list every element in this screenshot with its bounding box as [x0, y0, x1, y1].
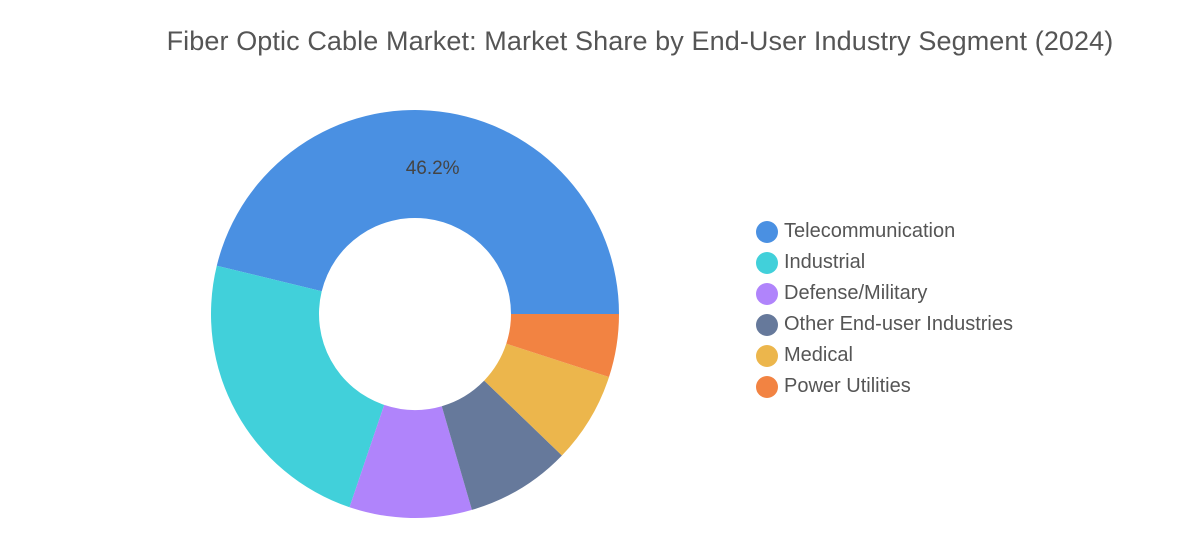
legend-item-medical[interactable]: Medical: [756, 340, 1013, 371]
legend-label: Other End-user Industries: [784, 313, 1013, 335]
slice-industrial[interactable]: [210, 265, 385, 508]
legend-label: Telecommunication: [784, 220, 956, 242]
legend-label: Medical: [784, 344, 853, 366]
slice-telecommunication[interactable]: [216, 109, 620, 314]
slice-defense-military[interactable]: [349, 404, 472, 518]
slice-medical[interactable]: [484, 343, 610, 456]
legend-label: Defense/Military: [784, 282, 928, 304]
legend-item-defense-military[interactable]: Defense/Military: [756, 278, 1013, 309]
legend-swatch: [756, 220, 778, 243]
legend-label: Power Utilities: [784, 375, 911, 397]
data-label-telecommunication: 46.2%: [406, 158, 460, 179]
legend-item-telecommunication[interactable]: Telecommunication: [756, 216, 1013, 247]
donut-slices: [210, 109, 620, 518]
legend-swatch: [756, 313, 778, 336]
chart-title: Fiber Optic Cable Market: Market Share b…: [166, 26, 1114, 56]
legend-swatch: [756, 251, 778, 274]
legend-item-other-end-user-industries[interactable]: Other End-user Industries: [756, 309, 1013, 340]
legend-item-power-utilities[interactable]: Power Utilities: [756, 371, 1013, 402]
donut-slice-labels: 46.2%: [406, 158, 460, 179]
chart-legend: Telecommunication Industrial Defense/Milit…: [756, 216, 1013, 402]
legend-swatch: [756, 375, 778, 398]
legend-item-industrial[interactable]: Industrial: [756, 247, 1013, 278]
slice-power-utilities[interactable]: [506, 314, 619, 378]
legend-label: Industrial: [784, 251, 866, 273]
slice-other-end-user-industries[interactable]: [441, 380, 562, 510]
legend-swatch: [756, 344, 778, 367]
legend-swatch: [756, 282, 778, 305]
